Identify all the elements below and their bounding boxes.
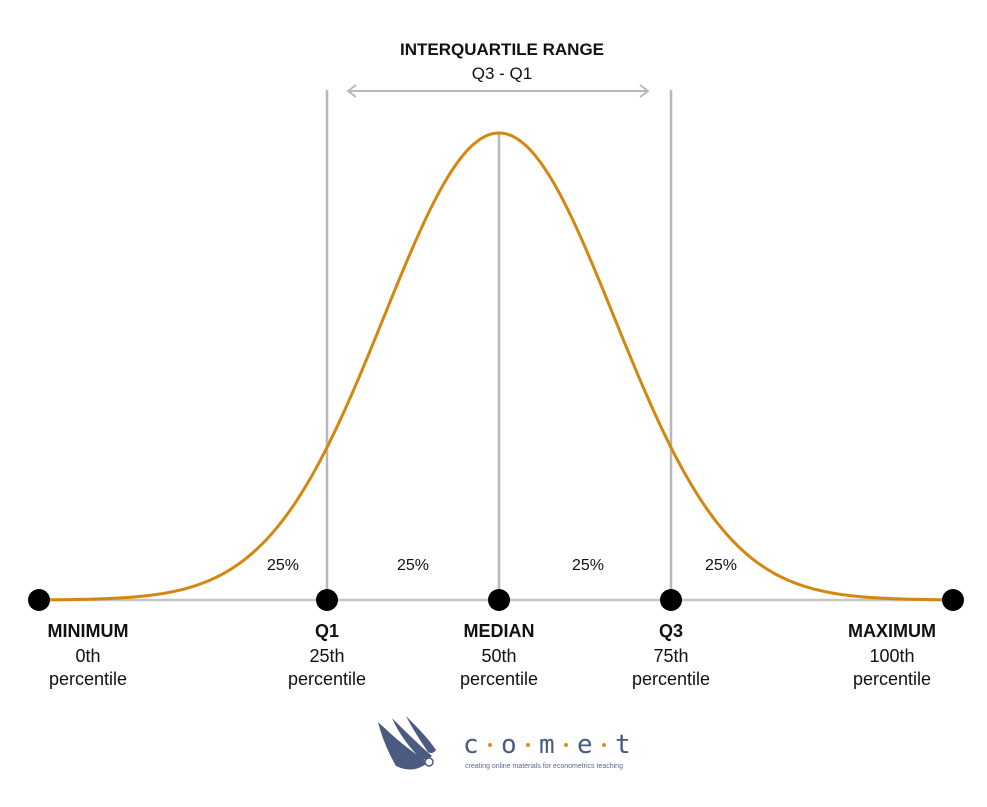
q1-percentile: 25th: [309, 646, 344, 666]
q3-percentile-word: percentile: [632, 669, 710, 689]
median-percentile-word: percentile: [460, 669, 538, 689]
comet-letter-m: m: [539, 730, 555, 760]
median-percentile: 50th: [481, 646, 516, 666]
comet-tagline: creating online materials for econometri…: [465, 763, 623, 770]
maximum-name: MAXIMUM: [848, 621, 936, 641]
comet-letter-e: e: [577, 730, 593, 760]
distribution-curve: [39, 131, 953, 602]
maximum-point: [942, 589, 964, 611]
comet-letter-c: c: [463, 730, 479, 760]
minimum-percentile-word: percentile: [49, 669, 127, 689]
segment-label-1: 25%: [267, 557, 299, 574]
maximum-label: MAXIMUM 100th percentile: [848, 621, 936, 689]
q3-point: [660, 589, 682, 611]
iqr-title: INTERQUARTILE RANGE: [400, 40, 604, 59]
iqr-subtitle: Q3 - Q1: [472, 64, 532, 83]
q3-label: Q3 75th percentile: [632, 621, 710, 689]
segment-label-2: 25%: [397, 557, 429, 574]
median-point: [488, 589, 510, 611]
maximum-percentile-word: percentile: [853, 669, 931, 689]
minimum-point: [28, 589, 50, 611]
minimum-name: MINIMUM: [48, 621, 129, 641]
comet-letter-t: t: [615, 730, 631, 760]
median-label: MEDIAN 50th percentile: [460, 621, 538, 689]
comet-icon: [378, 716, 436, 770]
comet-logo: c o m e t creating online materials for …: [378, 716, 631, 770]
iqr-arrow: [346, 84, 650, 98]
maximum-percentile: 100th: [869, 646, 914, 666]
minimum-label: MINIMUM 0th percentile: [48, 621, 129, 689]
median-name: MEDIAN: [464, 621, 535, 641]
q1-percentile-word: percentile: [288, 669, 366, 689]
segment-label-4: 25%: [705, 557, 737, 574]
q1-point: [316, 589, 338, 611]
segment-label-3: 25%: [572, 557, 604, 574]
comet-letter-o: o: [501, 730, 517, 760]
minimum-percentile: 0th: [75, 646, 100, 666]
q1-label: Q1 25th percentile: [288, 621, 366, 689]
q3-percentile: 75th: [653, 646, 688, 666]
q1-name: Q1: [315, 621, 339, 641]
q3-name: Q3: [659, 621, 683, 641]
